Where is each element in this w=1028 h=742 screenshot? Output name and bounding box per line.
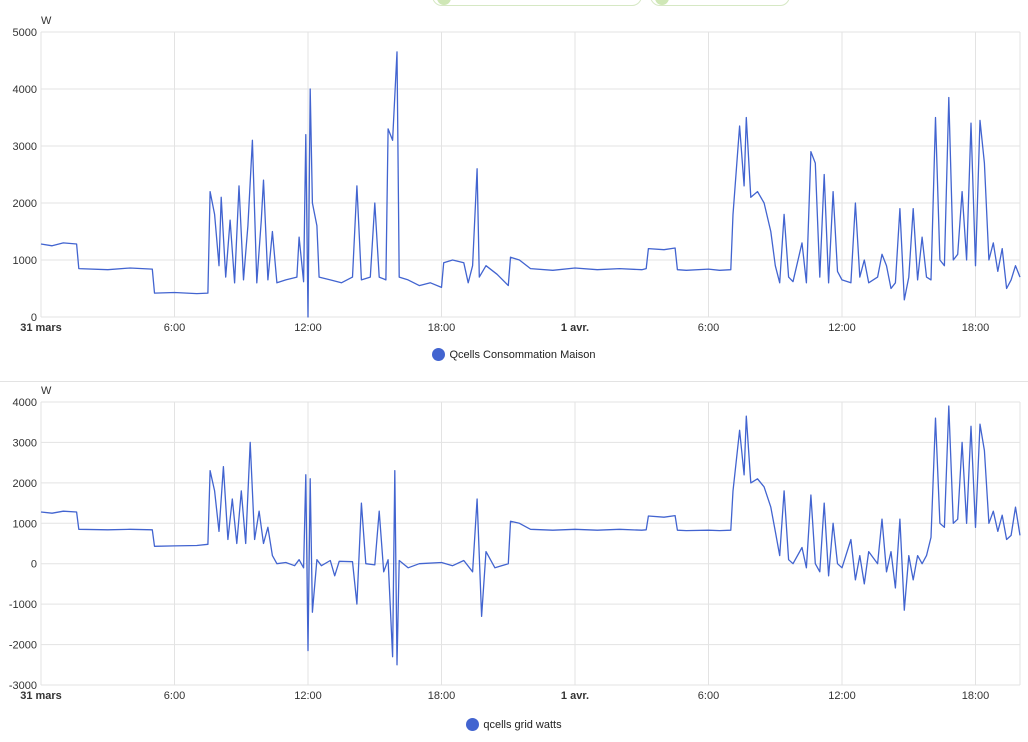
x-tick-label: 12:00 xyxy=(294,322,322,334)
x-tick-label: 12:00 xyxy=(294,690,322,702)
x-tick-label: 18:00 xyxy=(962,690,990,702)
y-tick-label: 1000 xyxy=(13,518,37,530)
chip-dot-icon xyxy=(437,0,451,5)
grid-watts-chart: -3000 -2000 -1000 0 1000 2000 3000 4000 31 mars 6… xyxy=(0,382,1028,742)
consumption-legend[interactable]: Qcells Consommation Maison xyxy=(0,348,1028,361)
y-tick-label: 2000 xyxy=(13,198,37,210)
x-tick-label: 1 avr. xyxy=(561,690,589,702)
x-tick-label: 31 mars xyxy=(20,690,62,702)
legend-swatch-icon xyxy=(466,718,480,731)
legend-label: qcells grid watts xyxy=(483,719,562,731)
y-tick-label: -2000 xyxy=(9,640,37,652)
y-tick-label: 0 xyxy=(31,312,37,324)
x-tick-label: 6:00 xyxy=(698,690,719,702)
x-tick-label: 18:00 xyxy=(962,322,990,334)
y-tick-label: 3000 xyxy=(13,437,37,449)
consumption-chart-plot: 0 1000 2000 3000 4000 5000 31 mars 6:00 12:00 18:… xyxy=(13,15,1021,334)
grid-watts-chart-plot: -3000 -2000 -1000 0 1000 2000 3000 4000 31 mars 6… xyxy=(9,385,1021,702)
series-line xyxy=(40,405,1021,666)
legend-label: Qcells Consommation Maison xyxy=(449,349,596,361)
y-tick-label: 2000 xyxy=(13,478,37,490)
x-tick-label: 18:00 xyxy=(428,690,456,702)
chip-dot-icon xyxy=(655,0,669,5)
y-tick-label: 3000 xyxy=(13,141,37,153)
y-tick-label: 1000 xyxy=(13,255,37,267)
grid-watts-legend[interactable]: qcells grid watts xyxy=(0,718,1028,731)
consumption-chart: 0 1000 2000 3000 4000 5000 31 mars 6:00 12:00 18:… xyxy=(0,10,1028,380)
x-tick-label: 6:00 xyxy=(164,690,185,702)
x-tick-label: 6:00 xyxy=(164,322,185,334)
x-tick-label: 18:00 xyxy=(428,322,456,334)
y-tick-label: -1000 xyxy=(9,599,37,611)
y-tick-label: 4000 xyxy=(13,397,37,409)
filter-chip[interactable] xyxy=(432,0,642,6)
legend-swatch-icon xyxy=(432,348,446,361)
x-tick-label: 12:00 xyxy=(828,322,856,334)
filter-chip[interactable] xyxy=(650,0,790,6)
series-line xyxy=(40,51,1021,318)
y-axis-label: W xyxy=(41,385,52,397)
x-tick-label: 1 avr. xyxy=(561,322,589,334)
y-tick-label: -3000 xyxy=(9,680,37,692)
y-tick-label: 0 xyxy=(31,559,37,571)
x-tick-label: 12:00 xyxy=(828,690,856,702)
x-tick-label: 31 mars xyxy=(20,322,62,334)
x-tick-label: 6:00 xyxy=(698,322,719,334)
y-tick-label: 4000 xyxy=(13,84,37,96)
y-axis-label: W xyxy=(41,15,52,27)
filter-chip-bar xyxy=(0,0,1028,6)
y-tick-label: 5000 xyxy=(13,27,37,39)
chart-divider xyxy=(0,381,1028,382)
